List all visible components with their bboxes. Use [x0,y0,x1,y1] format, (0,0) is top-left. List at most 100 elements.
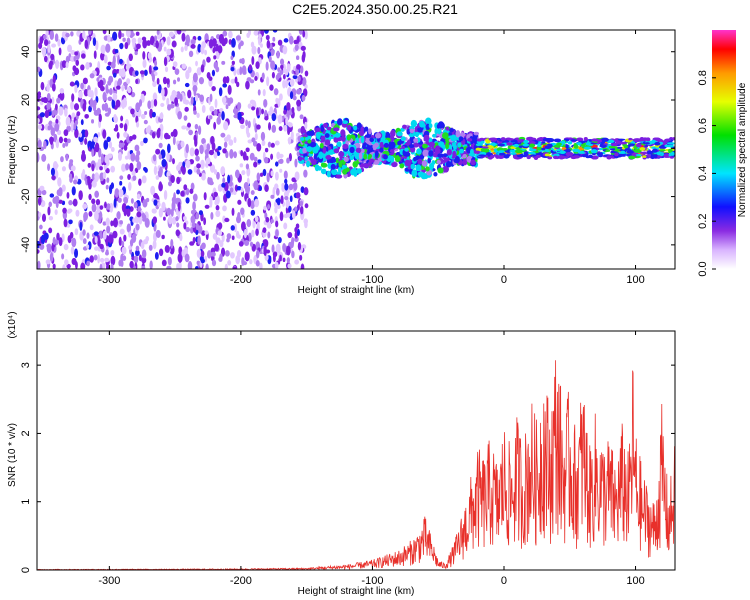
x-tick-label: 100 [626,575,644,587]
heatmap-cell [159,166,163,175]
heatmap-cell [544,145,552,150]
heatmap-cell [142,51,146,60]
heatmap-cell [169,104,175,109]
heatmap-cell [400,136,406,142]
heatmap-cell [475,147,483,152]
heatmap-cell [222,148,227,154]
heatmap-cell [184,106,189,112]
heatmap-cell [434,128,439,135]
heatmap-cell [358,152,363,160]
heatmap-cell [329,158,334,164]
heatmap-cell [74,228,79,236]
heatmap-cell [279,58,285,66]
heatmap-cell [79,221,83,231]
heatmap-cell [216,116,221,125]
heatmap-cell [291,210,296,220]
heatmap-cell [170,174,175,184]
heatmap-cell [216,151,221,156]
heatmap-cell [181,63,187,70]
heatmap-cell [450,134,457,142]
heatmap-cell [134,51,138,56]
heatmap-cell [427,146,432,151]
heatmap-cell [144,218,150,228]
heatmap-cell [132,217,136,223]
heatmap-cell [227,98,232,107]
heatmap-cell [336,171,342,176]
heatmap-cell [458,136,464,142]
heatmap-cell [587,154,593,159]
heatmap-cell [193,165,198,173]
heatmap-cell [616,146,623,149]
heatmap-cell [573,145,579,149]
heatmap-cell [48,215,54,221]
heatmap-cell [276,151,281,160]
heatmap-cell [66,209,72,214]
heatmap-cell [288,122,293,128]
heatmap-cell [452,143,457,150]
heatmap-cell [58,106,64,116]
heatmap-cell [296,88,302,95]
heatmap-cell [263,205,267,211]
heatmap-cell [498,150,505,153]
heatmap-cell [231,207,235,217]
heatmap-cell [336,118,343,126]
heatmap-cell [91,198,96,205]
heatmap-cell [462,153,467,159]
heatmap-cell [423,134,430,142]
heatmap-cell [46,83,50,92]
heatmap-cell [260,131,266,141]
heatmap-cell [70,165,76,172]
heatmap-cell [262,227,267,234]
heatmap-cell [43,232,49,240]
heatmap-cell [253,180,259,191]
heatmap-cell [135,245,140,252]
heatmap-cell [428,141,435,148]
heatmap-cell [544,153,550,157]
heatmap-cell [80,64,85,71]
heatmap-cell [481,149,490,153]
heatmap-cell [43,140,47,150]
heatmap-cell [590,149,598,154]
heatmap-cell [319,142,324,149]
heatmap-cell [448,132,452,137]
heatmap-cell [167,143,171,154]
heatmap-cell [352,160,358,168]
heatmap-cell [190,215,196,224]
heatmap-cell [283,222,288,230]
heatmap-cell [322,146,327,154]
heatmap-cell [127,174,131,181]
x-tick-label: 100 [626,274,644,286]
heatmap-cell [97,132,101,138]
heatmap-cell [237,199,242,205]
heatmap-cell [134,249,140,257]
heatmap-cell [503,139,510,143]
heatmap-cell [537,144,542,148]
heatmap-cell [282,45,288,55]
heatmap-cell [123,144,128,151]
heatmap-cell [54,209,58,215]
heatmap-cell [249,241,254,247]
heatmap-cell [135,102,141,112]
heatmap-cell [136,193,141,200]
colorbar-tick-label: 0.4 [697,166,709,181]
heatmap-cell [106,177,110,183]
heatmap-cell [88,193,92,201]
heatmap-cell [211,85,216,92]
heatmap-cell [70,49,76,55]
heatmap-cell [324,139,331,146]
heatmap-cell [294,44,299,52]
heatmap-cell [112,92,118,101]
heatmap-cell [166,207,172,216]
heatmap-cell [658,149,666,152]
heatmap-cell [54,33,59,42]
heatmap-cell [110,255,116,266]
heatmap-cell [443,157,450,163]
heatmap-cell [606,155,612,160]
heatmap-cell [268,55,272,63]
heatmap-cell [123,123,128,132]
heatmap-cell [193,86,197,97]
heatmap-cell [230,55,234,61]
heatmap-cell [389,149,395,153]
heatmap-cell [194,266,199,269]
heatmap-cell [307,139,312,144]
